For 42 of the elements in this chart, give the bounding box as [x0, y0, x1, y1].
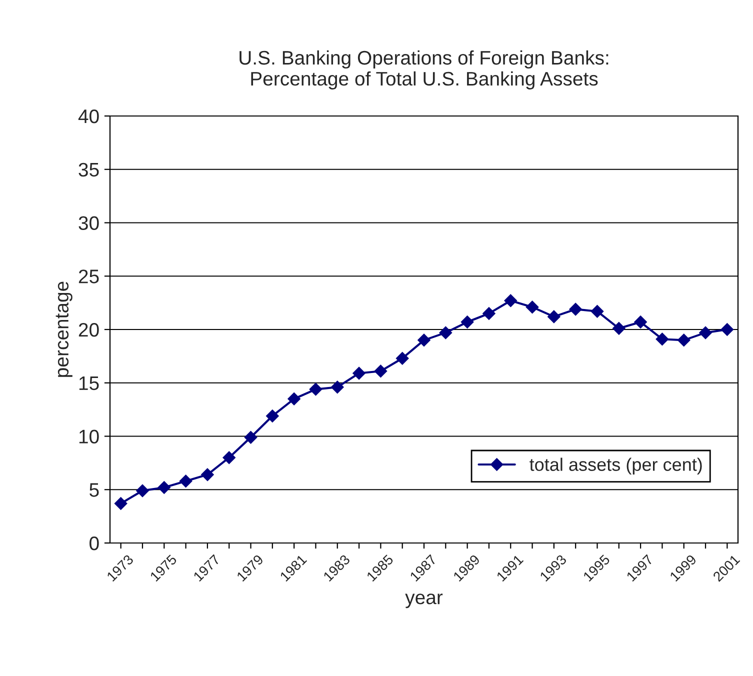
point: [677, 334, 690, 347]
point: [158, 481, 171, 494]
point: [136, 484, 149, 498]
y-tick-label: 0: [90, 536, 99, 550]
legend-label: total assets (per cent): [530, 458, 702, 475]
point: [374, 364, 388, 378]
point: [288, 392, 300, 406]
point: [569, 302, 582, 316]
point: [504, 294, 518, 308]
y-tick-label: 10: [79, 430, 99, 444]
y-tick-label: 35: [78, 162, 99, 177]
point: [699, 326, 712, 340]
point: [612, 322, 626, 335]
point: [439, 326, 452, 340]
y-axis-title: percentage: [56, 282, 72, 377]
point: [720, 323, 734, 336]
point: [460, 316, 474, 328]
point: [222, 451, 236, 464]
point: [114, 497, 128, 510]
point: [590, 304, 604, 318]
point: [482, 307, 496, 320]
y-tick-label: 25: [78, 270, 99, 284]
point: [352, 366, 366, 380]
y-tick-label: 15: [79, 376, 99, 390]
point: [330, 380, 344, 394]
y-tick-label: 30: [78, 216, 99, 230]
y-tick-label: 40: [78, 109, 99, 124]
point: [244, 430, 258, 444]
point: [266, 410, 279, 422]
point: [656, 332, 669, 346]
point: [309, 382, 322, 396]
point: [201, 468, 214, 482]
y-tick-label: 5: [90, 483, 99, 497]
point: [634, 316, 647, 328]
point: [396, 352, 409, 365]
point: [179, 474, 192, 488]
point: [526, 300, 539, 314]
x-axis-title: year: [405, 594, 443, 608]
point: [548, 310, 560, 324]
y-tick-label: 20: [78, 322, 99, 337]
chart-title: U.S. Banking Operations of Foreign Banks: Percentage of Total U.S. Banking Assets: [240, 50, 608, 90]
point: [418, 334, 430, 347]
